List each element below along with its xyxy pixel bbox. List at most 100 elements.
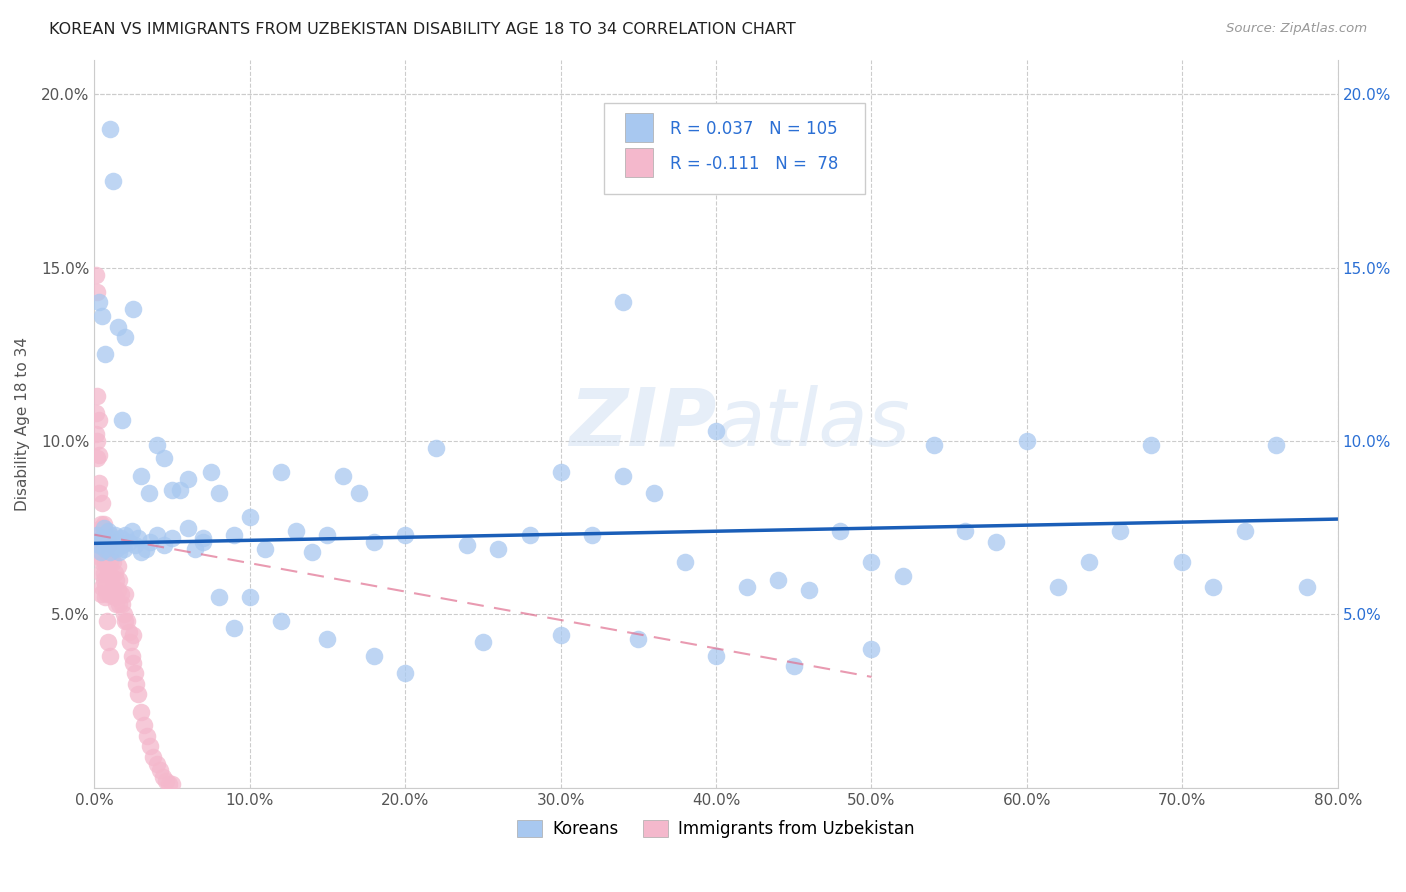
Point bbox=[270, 465, 292, 479]
Point bbox=[1233, 524, 1256, 539]
Point bbox=[108, 597, 131, 611]
Point bbox=[160, 777, 183, 791]
Point bbox=[115, 615, 138, 629]
Point bbox=[830, 524, 852, 539]
Point bbox=[87, 538, 110, 552]
Point bbox=[1295, 580, 1317, 594]
Point bbox=[191, 534, 214, 549]
Point bbox=[1171, 556, 1194, 570]
Point bbox=[91, 531, 114, 545]
Point bbox=[86, 451, 108, 466]
Point bbox=[285, 524, 308, 539]
Point bbox=[94, 590, 117, 604]
Point bbox=[612, 468, 634, 483]
Point bbox=[184, 541, 207, 556]
Legend: Koreans, Immigrants from Uzbekistan: Koreans, Immigrants from Uzbekistan bbox=[510, 814, 921, 845]
Point bbox=[129, 545, 152, 559]
Text: Source: ZipAtlas.com: Source: ZipAtlas.com bbox=[1226, 22, 1367, 36]
Point bbox=[111, 538, 134, 552]
Point bbox=[98, 527, 121, 541]
FancyBboxPatch shape bbox=[626, 148, 652, 178]
Point bbox=[98, 545, 121, 559]
Point bbox=[94, 541, 117, 556]
Point bbox=[121, 648, 143, 663]
Point bbox=[129, 705, 152, 719]
Point bbox=[91, 556, 114, 570]
Point bbox=[783, 659, 806, 673]
Point bbox=[90, 545, 112, 559]
Point bbox=[91, 310, 114, 324]
Point bbox=[103, 590, 125, 604]
Point bbox=[94, 580, 117, 594]
Point bbox=[394, 666, 416, 681]
Point bbox=[145, 756, 167, 771]
Point bbox=[643, 486, 665, 500]
Point bbox=[332, 468, 354, 483]
Point bbox=[84, 427, 107, 442]
Point bbox=[135, 541, 157, 556]
Point bbox=[169, 483, 191, 497]
FancyBboxPatch shape bbox=[605, 103, 865, 194]
Text: ZIP: ZIP bbox=[568, 384, 716, 463]
Point bbox=[87, 295, 110, 310]
Point bbox=[125, 677, 148, 691]
Point bbox=[108, 573, 131, 587]
Point bbox=[239, 590, 262, 604]
Point bbox=[984, 534, 1007, 549]
Text: R = -0.111   N =  78: R = -0.111 N = 78 bbox=[671, 155, 838, 173]
Point bbox=[84, 406, 107, 420]
Point bbox=[100, 569, 122, 583]
Point bbox=[91, 580, 114, 594]
Point bbox=[121, 524, 143, 539]
Point bbox=[107, 583, 129, 598]
Point bbox=[200, 465, 222, 479]
Point bbox=[114, 615, 136, 629]
Point bbox=[139, 534, 162, 549]
Point bbox=[91, 552, 114, 566]
Point bbox=[110, 531, 132, 545]
Point bbox=[111, 597, 134, 611]
Point bbox=[87, 538, 110, 552]
Point bbox=[107, 534, 129, 549]
Point bbox=[111, 413, 134, 427]
Point bbox=[139, 739, 162, 754]
Point bbox=[488, 541, 510, 556]
Point bbox=[394, 527, 416, 541]
Point bbox=[90, 566, 112, 580]
Text: atlas: atlas bbox=[716, 384, 911, 463]
Point bbox=[93, 538, 115, 552]
Point bbox=[97, 524, 120, 539]
Point bbox=[224, 621, 246, 635]
Point bbox=[101, 580, 124, 594]
Point bbox=[90, 521, 112, 535]
Point bbox=[142, 749, 165, 764]
Point bbox=[153, 538, 176, 552]
Text: R = 0.037   N = 105: R = 0.037 N = 105 bbox=[671, 120, 838, 137]
Point bbox=[191, 531, 214, 545]
Point bbox=[86, 434, 108, 448]
Point bbox=[105, 597, 128, 611]
Point bbox=[90, 517, 112, 532]
Point bbox=[110, 587, 132, 601]
Point bbox=[94, 556, 117, 570]
Point bbox=[176, 472, 198, 486]
Point bbox=[550, 465, 572, 479]
Point bbox=[160, 483, 183, 497]
Point bbox=[155, 773, 177, 788]
Point bbox=[1015, 434, 1038, 448]
Point bbox=[471, 635, 494, 649]
Point bbox=[270, 615, 292, 629]
Point bbox=[86, 389, 108, 403]
Point bbox=[176, 521, 198, 535]
Point bbox=[519, 527, 541, 541]
Point bbox=[768, 573, 790, 587]
Point bbox=[145, 437, 167, 451]
Point bbox=[93, 517, 115, 532]
FancyBboxPatch shape bbox=[626, 113, 652, 142]
Text: KOREAN VS IMMIGRANTS FROM UZBEKISTAN DISABILITY AGE 18 TO 34 CORRELATION CHART: KOREAN VS IMMIGRANTS FROM UZBEKISTAN DIS… bbox=[49, 22, 796, 37]
Point bbox=[101, 538, 124, 552]
Point bbox=[114, 587, 136, 601]
Point bbox=[98, 648, 121, 663]
Point bbox=[96, 558, 118, 573]
Point bbox=[114, 527, 136, 541]
